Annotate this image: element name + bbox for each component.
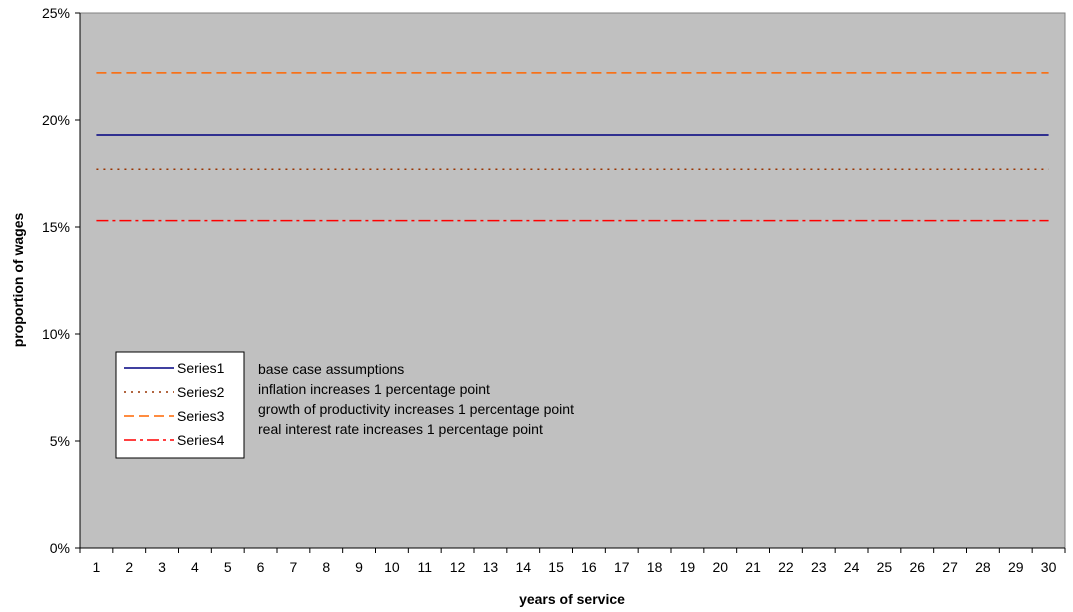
legend: Series1 Series2 Series3 Series4 <box>115 351 245 459</box>
y-tick-label: 5% <box>50 433 70 449</box>
x-tick-label: 17 <box>614 559 630 575</box>
legend-label-3: Series3 <box>177 408 225 424</box>
x-tick-label: 11 <box>417 559 432 575</box>
plot-area <box>79 12 1066 549</box>
annotation-3: growth of productivity increases 1 perce… <box>258 401 574 417</box>
x-axis-title: years of service <box>519 591 625 607</box>
y-axis: 0% 5% 10% 15% 20% 25% <box>42 5 81 556</box>
x-tick-label: 30 <box>1041 559 1057 575</box>
legend-label-4: Series4 <box>177 432 225 448</box>
x-tick-label: 1 <box>93 559 101 575</box>
annotations: base case assumptions inflation increases… <box>258 361 574 437</box>
x-tick-label: 27 <box>942 559 958 575</box>
x-tick-label: 7 <box>290 559 298 575</box>
x-axis: 1 2 3 4 5 6 7 8 9 10 11 12 13 14 15 16 17 18 19 20 21 22 23 24 2… <box>79 547 1066 575</box>
x-tick-label: 22 <box>778 559 794 575</box>
x-tick-label: 16 <box>581 559 597 575</box>
x-tick-label: 13 <box>483 559 499 575</box>
x-tick-label: 3 <box>158 559 166 575</box>
x-tick-label: 26 <box>909 559 925 575</box>
series-lines <box>96 72 1049 222</box>
x-tick-label: 4 <box>191 559 199 575</box>
y-tick-label: 0% <box>50 540 70 556</box>
x-tick-label: 20 <box>712 559 728 575</box>
y-tick-label: 20% <box>42 112 70 128</box>
x-tick-label: 23 <box>811 559 827 575</box>
x-tick-label: 6 <box>257 559 265 575</box>
x-tick-label: 2 <box>125 559 133 575</box>
x-tick-label: 15 <box>548 559 564 575</box>
x-tick-label: 24 <box>844 559 860 575</box>
y-tick-label: 15% <box>42 219 70 235</box>
y-axis-title: proportion of wages <box>10 213 26 348</box>
x-tick-label: 14 <box>515 559 531 575</box>
x-tick-label: 5 <box>224 559 232 575</box>
legend-box <box>115 351 245 459</box>
x-tick-label: 25 <box>877 559 893 575</box>
x-tick-label: 29 <box>1008 559 1024 575</box>
x-tick-label: 21 <box>745 559 761 575</box>
y-tick-label: 25% <box>42 5 70 21</box>
x-tick-label: 18 <box>647 559 663 575</box>
annotation-2: inflation increases 1 percentage point <box>258 381 490 397</box>
annotation-1: base case assumptions <box>258 361 404 377</box>
x-tick-label: 9 <box>355 559 363 575</box>
x-tick-label: 8 <box>322 559 330 575</box>
annotation-4: real interest rate increases 1 percentag… <box>258 421 543 437</box>
legend-label-1: Series1 <box>177 360 225 376</box>
x-tick-label: 12 <box>450 559 466 575</box>
x-tick-label: 28 <box>975 559 991 575</box>
x-tick-label: 10 <box>384 559 400 575</box>
x-tick-label: 19 <box>680 559 696 575</box>
y-tick-label: 10% <box>42 326 70 342</box>
legend-label-2: Series2 <box>177 384 225 400</box>
